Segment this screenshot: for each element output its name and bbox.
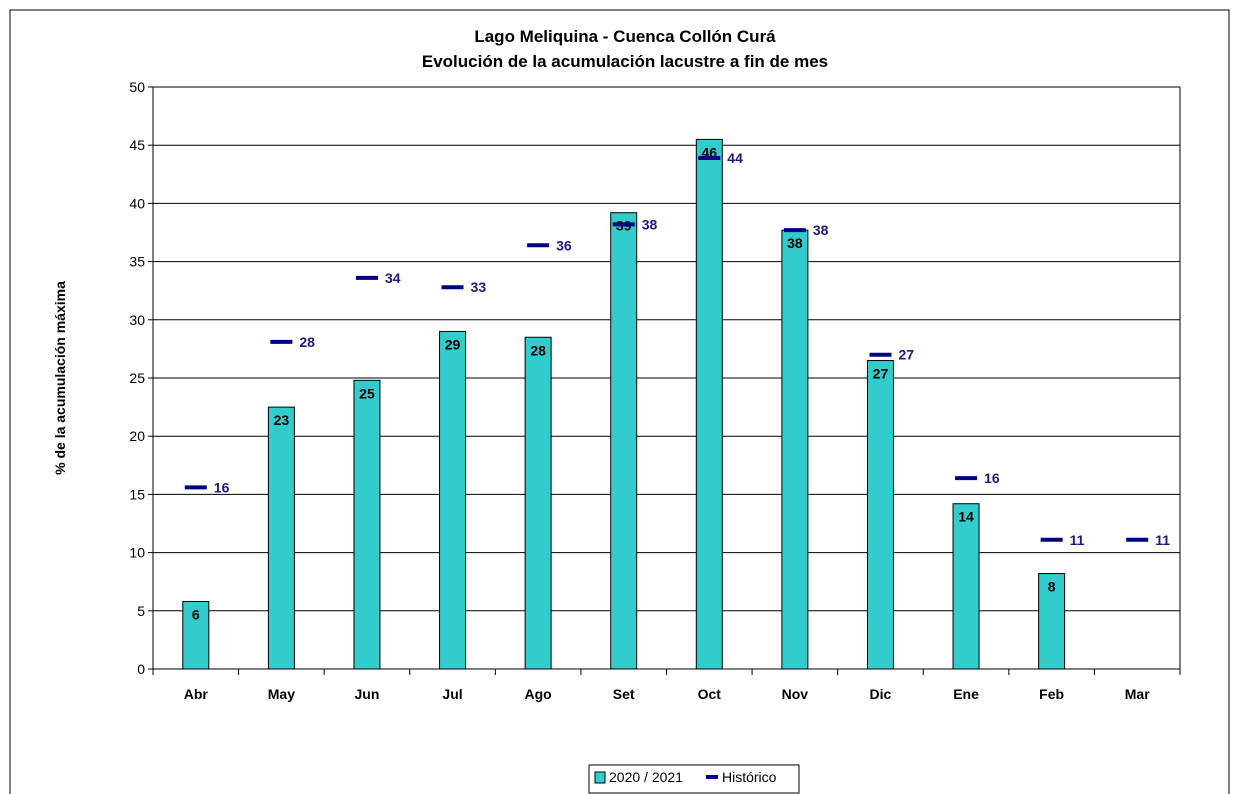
x-tick-label: Dic bbox=[870, 686, 892, 702]
y-tick-label: 30 bbox=[129, 312, 145, 328]
bar bbox=[267, 406, 295, 670]
legend-box bbox=[588, 764, 800, 794]
historico-data-label: 28 bbox=[299, 334, 315, 350]
bar-data-label: 27 bbox=[873, 366, 889, 382]
y-tick-label: 25 bbox=[129, 370, 145, 386]
bar-data-label: 6 bbox=[192, 606, 200, 622]
x-tick-label: Oct bbox=[698, 686, 722, 702]
bar bbox=[439, 330, 467, 670]
chart-title: Lago Meliquina - Cuenca Collón Curá bbox=[474, 27, 776, 46]
bar bbox=[1038, 573, 1066, 670]
y-tick-label: 15 bbox=[129, 486, 145, 502]
x-tick-label: Abr bbox=[184, 686, 209, 702]
bar bbox=[182, 600, 210, 670]
x-tick-label: Ago bbox=[525, 686, 552, 702]
x-tick-label: Mar bbox=[1125, 686, 1150, 702]
historico-data-label: 16 bbox=[214, 479, 230, 495]
x-tick-label: Set bbox=[613, 686, 635, 702]
historico-data-label: 33 bbox=[471, 279, 487, 295]
bar bbox=[353, 379, 381, 670]
historico-data-label: 11 bbox=[1070, 532, 1085, 548]
chart-subtitle: Evolución de la acumulación lacustre a f… bbox=[422, 52, 828, 71]
legend-label-historico: Histórico bbox=[722, 769, 777, 785]
x-tick-label: Jun bbox=[355, 686, 380, 702]
bar bbox=[781, 229, 809, 670]
bar bbox=[866, 360, 894, 670]
bar-data-label: 23 bbox=[274, 412, 290, 428]
y-tick-label: 0 bbox=[137, 661, 145, 677]
bar-data-label: 14 bbox=[958, 509, 974, 525]
legend: 2020 / 2021 Histórico bbox=[588, 764, 800, 794]
x-tick-label: Jul bbox=[442, 686, 462, 702]
historico-data-label: 38 bbox=[813, 222, 829, 238]
historico-data-label: 16 bbox=[984, 470, 1000, 486]
bar-data-label: 38 bbox=[787, 235, 803, 251]
bar-data-label: 28 bbox=[530, 342, 546, 358]
y-tick-label: 5 bbox=[137, 603, 145, 619]
bar-data-label: 29 bbox=[445, 336, 461, 352]
x-tick-label: Feb bbox=[1039, 686, 1064, 702]
bar bbox=[610, 212, 638, 670]
x-tick-label: May bbox=[268, 686, 295, 702]
historico-data-label: 27 bbox=[898, 347, 914, 363]
legend-swatch-bars bbox=[594, 771, 606, 784]
x-tick-label: Ene bbox=[953, 686, 979, 702]
y-tick-label: 40 bbox=[129, 195, 145, 211]
y-tick-label: 10 bbox=[129, 545, 145, 561]
bar bbox=[952, 503, 980, 670]
historico-data-label: 34 bbox=[385, 270, 401, 286]
historico-data-label: 36 bbox=[556, 237, 572, 253]
y-tick-label: 45 bbox=[129, 137, 145, 153]
y-axis-label: % de la acumulación máxima bbox=[52, 281, 68, 475]
x-tick-label: Nov bbox=[782, 686, 809, 702]
bar-data-label: 25 bbox=[359, 385, 375, 401]
bar bbox=[695, 138, 723, 670]
historico-data-label: 11 bbox=[1155, 532, 1170, 548]
y-tick-label: 20 bbox=[129, 428, 145, 444]
y-tick-label: 50 bbox=[129, 79, 145, 95]
legend-label-bars: 2020 / 2021 bbox=[609, 769, 683, 785]
bar bbox=[524, 336, 552, 670]
plot-area: 0 5 10 15 20 25 30 35 40 45 50 Abr May Jun Jul Ago Set Oc… bbox=[129, 79, 1181, 702]
bar-data-label: 8 bbox=[1048, 579, 1056, 595]
historico-data-label: 38 bbox=[642, 216, 658, 232]
y-tick-label: 35 bbox=[129, 254, 145, 270]
historico-data-label: 44 bbox=[727, 150, 743, 166]
